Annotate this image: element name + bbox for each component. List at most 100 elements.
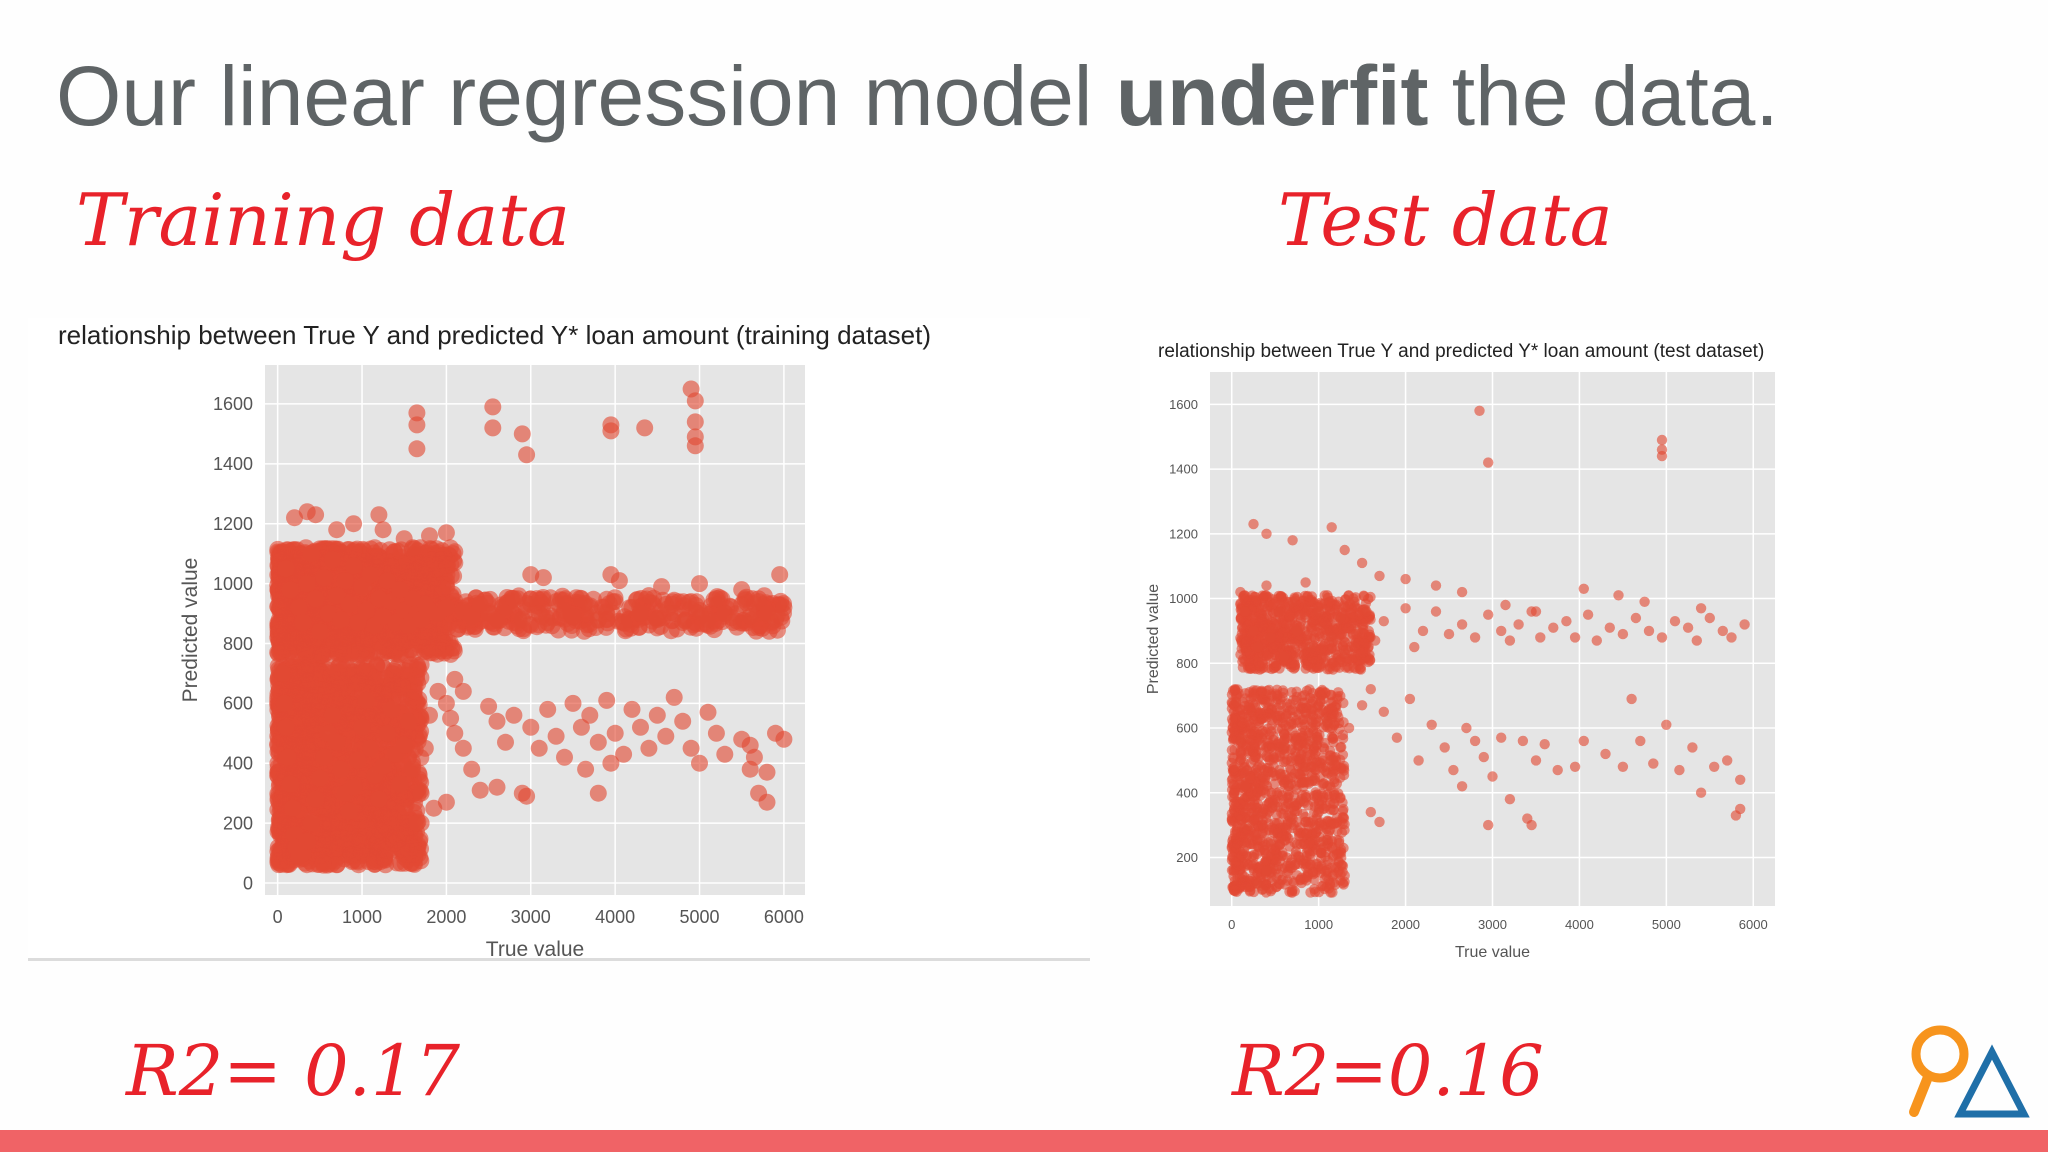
scatter-point: [505, 590, 523, 608]
y-tick-label: 400: [223, 754, 253, 774]
scatter-point: [1301, 875, 1312, 886]
scatter-point: [390, 628, 408, 646]
scatter-point: [1336, 827, 1348, 838]
scatter-point: [758, 763, 776, 781]
scatter-point: [340, 802, 358, 820]
scatter-point: [488, 611, 506, 628]
scatter-point: [1317, 752, 1328, 763]
slide-title: Our linear regression model underfit the…: [56, 48, 1779, 145]
test-scatter-plot: relationship between True Y and predicte…: [1145, 341, 1775, 961]
test-data-annotation: Test data: [1278, 178, 1613, 262]
scatter-point: [589, 733, 607, 751]
scatter-point: [632, 718, 649, 736]
scatter-point: [332, 611, 350, 628]
scatter-point: [273, 628, 291, 645]
scatter-point: [606, 724, 624, 742]
scatter-point: [382, 558, 400, 576]
scatter-point: [598, 691, 616, 709]
scatter-point: [1297, 697, 1308, 708]
scatter-point: [488, 712, 506, 730]
scatter-point: [357, 602, 375, 619]
scatter-point: [1324, 745, 1336, 757]
scatter-point: [513, 425, 531, 443]
scatter-point: [395, 602, 413, 619]
scatter-point: [771, 566, 789, 584]
scatter-point: [1317, 880, 1329, 891]
scatter-point: [1291, 686, 1302, 697]
scatter-point: [437, 694, 455, 712]
scatter-point: [446, 670, 464, 688]
scatter-point: [307, 590, 325, 608]
scatter-point: [1229, 684, 1241, 695]
scatter-point: [391, 775, 409, 793]
y-tick-label: 800: [223, 634, 253, 654]
y-tick-label: 400: [1176, 785, 1198, 800]
scatter-point: [1229, 762, 1240, 773]
scatter-point: [270, 681, 288, 699]
scatter-point: [1228, 788, 1240, 799]
scatter-point: [682, 739, 700, 757]
scatter-point: [484, 419, 502, 437]
scatter-point: [335, 830, 353, 848]
scatter-point: [636, 419, 654, 437]
scatter-point: [383, 700, 401, 718]
scatter-point: [513, 611, 531, 628]
scatter-point: [281, 775, 299, 793]
scatter-point: [324, 551, 341, 569]
scatter-point: [750, 593, 768, 611]
scatter-point: [349, 614, 367, 631]
scatter-point: [623, 700, 641, 718]
scatter-point: [322, 814, 340, 832]
scatter-point: [315, 569, 333, 587]
scatter-point: [399, 697, 417, 715]
scatter-point: [374, 757, 392, 775]
x-tick-label: 0: [1228, 917, 1235, 932]
scatter-point: [345, 557, 363, 575]
scatter-point: [505, 706, 523, 724]
scatter-point: [353, 578, 371, 596]
y-tick-label: 1200: [1169, 526, 1198, 541]
scatter-point: [374, 638, 392, 656]
y-tick-label: 1000: [213, 574, 253, 594]
scatter-point: [279, 748, 297, 766]
y-tick-label: 0: [243, 873, 253, 893]
scatter-point: [1329, 879, 1341, 890]
x-tick-label: 6000: [764, 907, 804, 927]
scatter-point: [775, 730, 793, 748]
scatter-point: [408, 416, 426, 434]
scatter-point: [445, 639, 463, 657]
scatter-point: [336, 572, 354, 590]
scatter-point: [294, 696, 312, 714]
x-axis-label: True value: [486, 938, 584, 958]
x-tick-label: 0: [273, 907, 283, 927]
scatter-point: [383, 809, 401, 827]
scatter-point: [298, 832, 316, 850]
y-tick-label: 600: [1176, 721, 1198, 736]
scatter-point: [290, 599, 308, 616]
scatter-point: [686, 437, 704, 455]
training-data-annotation: Training data: [76, 178, 571, 262]
scatter-point: [338, 698, 356, 716]
y-tick-label: 800: [1176, 656, 1198, 671]
scatter-point: [581, 599, 599, 616]
scatter-point: [640, 587, 658, 605]
scatter-point: [691, 754, 708, 772]
scatter-point: [610, 572, 628, 590]
scatter-point: [362, 566, 379, 584]
scatter-point: [284, 799, 302, 817]
scatter-point: [328, 521, 346, 539]
scatter-point: [1260, 697, 1271, 709]
scatter-point: [399, 617, 417, 634]
scatter-point: [345, 778, 363, 796]
training-chart: relationship between True Y and predicte…: [28, 318, 1090, 961]
scatter-point: [392, 840, 410, 858]
scatter-point: [1328, 798, 1339, 809]
scatter-point: [408, 404, 426, 422]
scatter-point: [391, 581, 409, 599]
scatter-point: [547, 727, 565, 745]
scatter-point: [497, 733, 514, 751]
scatter-point: [374, 521, 392, 539]
scatter-point: [556, 748, 573, 766]
title-text-before: Our linear regression model: [56, 49, 1116, 143]
